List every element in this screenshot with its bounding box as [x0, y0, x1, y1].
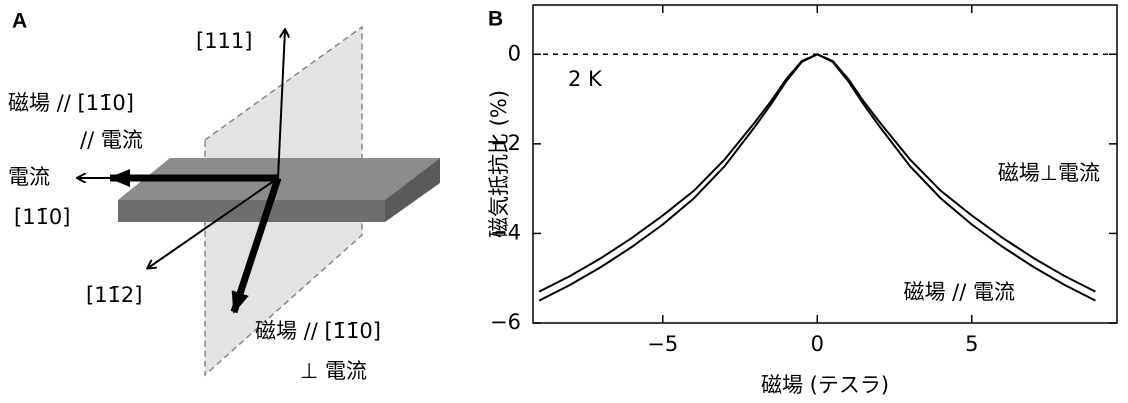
axis-label: 磁場 // [1̄1̄0]: [255, 319, 381, 343]
axis-label: ⊥ 電流: [300, 359, 367, 383]
figure: A [111] 磁場 // [11̄0] // 電流 電流 [11̄0] [11…: [0, 0, 1128, 403]
x-axis-label: 磁場 (テスラ): [761, 373, 889, 397]
x-tick-label: 5: [965, 332, 978, 356]
panel-a: A [111] 磁場 // [11̄0] // 電流 電流 [11̄0] [11…: [8, 10, 440, 383]
x-tick-label: −5: [647, 332, 678, 356]
y-tick-label: −4: [490, 220, 521, 244]
axis-label: [11̄2]: [86, 283, 142, 307]
axis-label: [11̄0]: [14, 205, 70, 229]
series-label: 磁場⊥電流: [998, 161, 1100, 185]
y-axis-label: 磁気抵抗比 (%): [487, 90, 511, 238]
axis-label: // 電流: [80, 128, 143, 152]
x-tick-label: 0: [811, 332, 824, 356]
annotation: 2 K: [568, 67, 603, 91]
series-label: 磁場 // 電流: [903, 280, 1015, 304]
axis-label: [111]: [196, 29, 252, 53]
y-tick-label: −2: [490, 131, 521, 155]
panel-label: A: [12, 10, 27, 33]
y-tick-label: −6: [490, 310, 521, 334]
axis-label: 電流: [8, 165, 50, 189]
panel-label: B: [488, 8, 503, 31]
slab-front: [118, 200, 385, 222]
panel-b: B 磁場 (テスラ) 磁気抵抗比 (%) 2 K −6 −4 −2 0 −5 0 5 磁場⊥電…: [487, 5, 1117, 397]
y-tick-label: 0: [508, 41, 521, 65]
axis-label: 磁場 // [11̄0]: [8, 91, 134, 115]
